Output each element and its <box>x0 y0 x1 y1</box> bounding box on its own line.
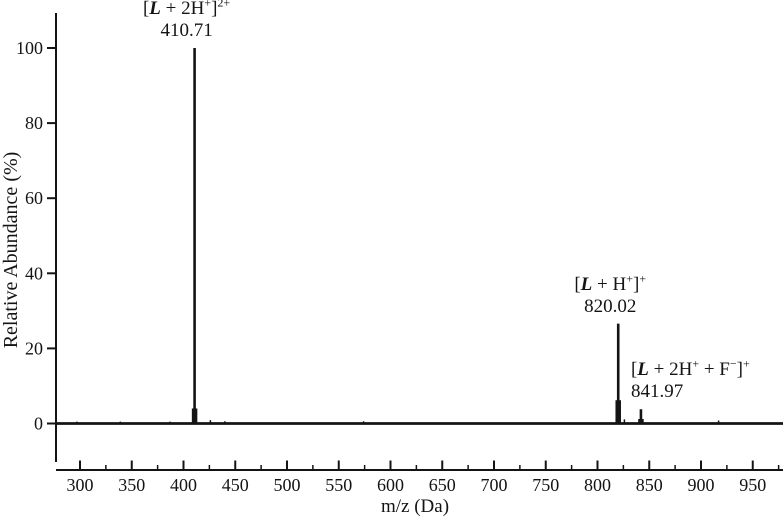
peak-species-label: [L + 2H+ + F−]+ <box>630 356 750 381</box>
x-tick-label: 750 <box>532 475 559 495</box>
x-tick-label: 600 <box>377 475 404 495</box>
y-tick-label: 0 <box>34 414 43 434</box>
x-tick-label: 350 <box>118 475 145 495</box>
x-tick-label: 950 <box>739 475 766 495</box>
y-tick-label: 20 <box>25 338 43 358</box>
x-tick-label: 650 <box>429 475 456 495</box>
x-tick-label: 500 <box>274 475 301 495</box>
y-axis-title: Relative Abundance (%) <box>0 152 22 349</box>
y-tick-label: 80 <box>25 113 43 133</box>
y-tick-label: 100 <box>16 38 43 58</box>
x-tick-label: 300 <box>67 475 94 495</box>
peak-species-label: [L + 2H+]2+ <box>142 0 231 19</box>
peak-annotation-2: [L + H+]+ 820.02 <box>574 271 647 318</box>
peak-mz-label: 820.02 <box>584 295 637 317</box>
peak-species-label: [L + H+]+ <box>574 271 647 295</box>
x-tick-label: 550 <box>325 475 352 495</box>
peak-annotation-3: [L + 2H+ + F−]+ 841.97 <box>630 356 750 403</box>
y-tick-label: 60 <box>25 188 43 208</box>
peak-mz-label: 841.97 <box>630 381 684 403</box>
y-tick-label: 40 <box>25 263 43 283</box>
peak-annotation-1: [L + 2H+]2+ 410.71 <box>143 0 230 42</box>
x-tick-label: 700 <box>481 475 508 495</box>
x-tick-label: 800 <box>584 475 611 495</box>
peak-mz-label: 410.71 <box>160 20 213 41</box>
x-tick-label: 400 <box>170 475 197 495</box>
x-tick-label: 850 <box>636 475 663 495</box>
x-tick-label: 900 <box>688 475 715 495</box>
x-axis-title: m/z (Da) <box>381 496 449 517</box>
x-tick-label: 450 <box>222 475 249 495</box>
